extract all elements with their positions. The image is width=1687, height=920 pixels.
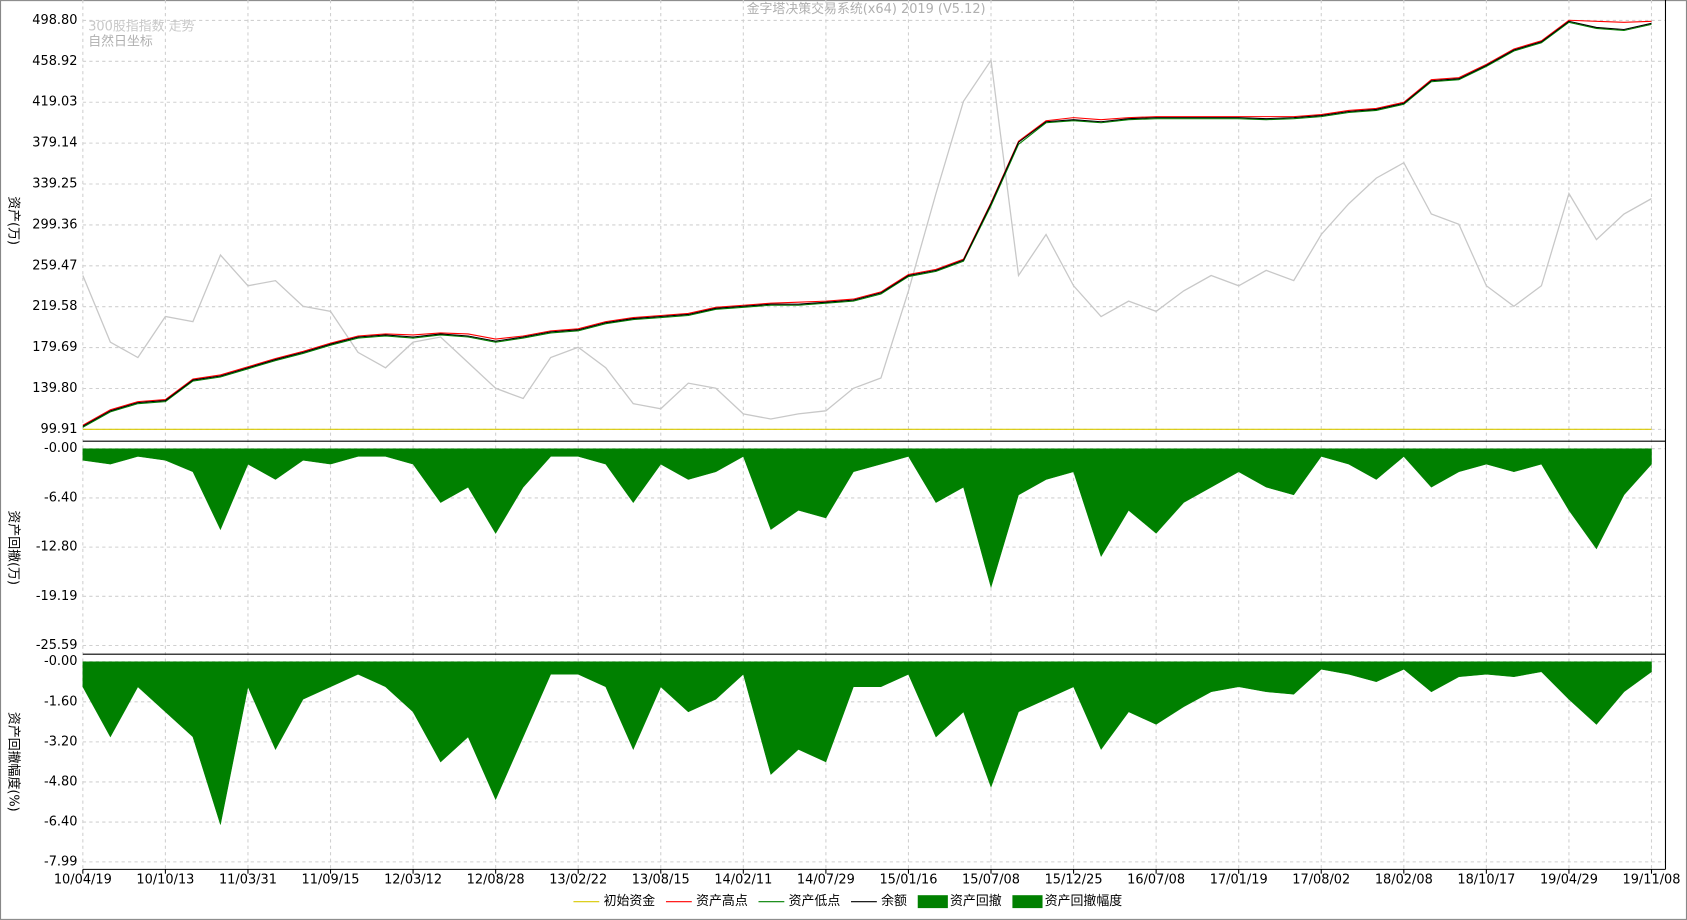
legend-label: 资产高点	[696, 893, 748, 909]
x-tick-label: 10/10/13	[136, 873, 194, 888]
y-tick-label: -0.00	[44, 654, 77, 669]
drawdown-area	[82, 448, 1652, 589]
legend-label: 资产回撤	[950, 893, 1002, 909]
x-tick-label: 10/04/19	[54, 873, 112, 888]
legend-label: 资产回撤幅度	[1045, 893, 1123, 909]
x-tick-label: 12/08/28	[467, 873, 525, 888]
axis-note: 自然日坐标	[88, 34, 153, 50]
y-tick-label: -3.20	[44, 734, 77, 749]
y-tick-label: -12.80	[36, 540, 78, 555]
legend-label: 余额	[881, 893, 907, 909]
x-tick-label: 11/03/31	[219, 873, 277, 888]
y-tick-label: -19.19	[36, 589, 78, 604]
y-tick-label: 339.25	[32, 177, 77, 192]
y-tick-label: -6.40	[44, 490, 77, 505]
y-tick-label: 179.69	[32, 340, 77, 355]
x-tick-label: 17/01/19	[1210, 873, 1268, 888]
legend-swatch	[1012, 895, 1043, 909]
index-name: 300股指指数 走势	[88, 18, 194, 34]
y-tick-label: 498.80	[32, 13, 77, 28]
y-tick-label: -4.80	[44, 774, 77, 789]
legend-label: 初始资金	[604, 893, 656, 909]
y-tick-label: 458.92	[32, 54, 77, 69]
series-line	[82, 20, 1652, 427]
series-line	[82, 21, 1652, 428]
y-tick-label: -1.60	[44, 694, 77, 709]
x-tick-label: 15/12/25	[1045, 873, 1103, 888]
x-tick-label: 17/08/02	[1292, 873, 1350, 888]
y-tick-label: 99.91	[41, 422, 78, 437]
series-line	[82, 19, 1652, 426]
x-tick-label: 19/11/08	[1623, 873, 1681, 888]
y-axis-label: 资产回撤(万)	[5, 510, 21, 585]
y-tick-label: 219.58	[32, 299, 77, 314]
x-tick-label: 14/02/11	[714, 873, 772, 888]
y-tick-label: 259.47	[32, 258, 77, 273]
y-tick-label: -6.40	[44, 815, 77, 830]
y-tick-label: -25.59	[36, 638, 78, 653]
x-tick-label: 19/04/29	[1540, 873, 1598, 888]
x-tick-label: 18/10/17	[1457, 873, 1515, 888]
chart-title: 金字塔决策交易系统(x64) 2019 (V5.12)	[747, 1, 986, 17]
y-tick-label: 379.14	[32, 136, 77, 151]
x-tick-label: 12/03/12	[384, 873, 442, 888]
x-tick-label: 11/09/15	[302, 873, 360, 888]
y-tick-label: -7.99	[44, 854, 77, 869]
y-axis-label: 资产(万)	[5, 196, 20, 245]
y-tick-label: 419.03	[32, 95, 77, 110]
y-tick-label: -0.00	[44, 441, 77, 456]
y-tick-label: 139.80	[32, 381, 77, 396]
legend-label: 资产低点	[789, 894, 841, 909]
x-tick-label: 18/02/08	[1375, 873, 1433, 888]
y-tick-label: 299.36	[32, 217, 77, 232]
x-tick-label: 15/01/16	[879, 873, 937, 888]
legend-swatch	[917, 895, 948, 909]
x-tick-label: 14/07/29	[797, 873, 855, 888]
x-tick-label: 16/07/08	[1127, 873, 1185, 888]
drawdown-area	[82, 661, 1652, 825]
x-tick-label: 13/02/22	[549, 873, 607, 888]
y-axis-label: 资产回撤幅度(%)	[5, 712, 21, 812]
index-line	[82, 58, 1652, 420]
x-tick-label: 13/08/15	[632, 873, 690, 888]
x-tick-label: 15/07/08	[962, 873, 1020, 888]
